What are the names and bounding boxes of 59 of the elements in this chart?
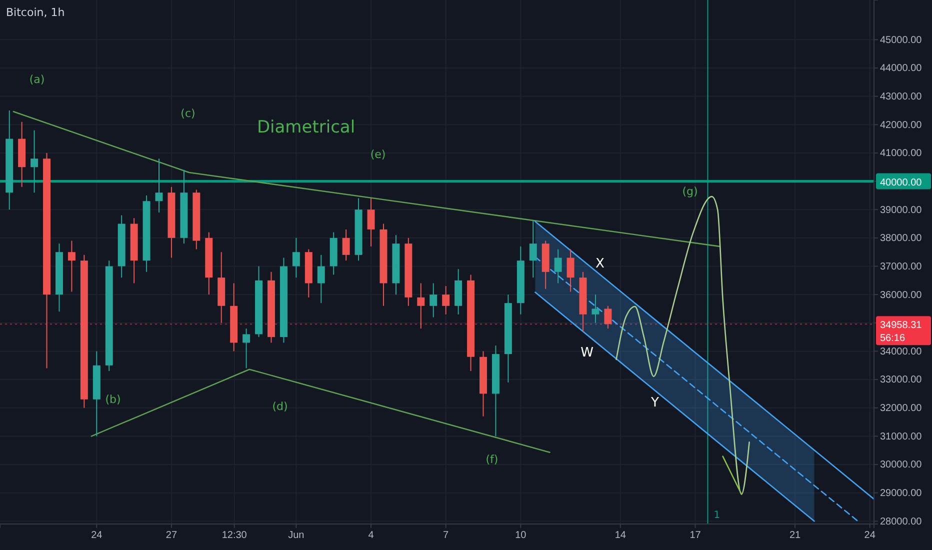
annotation: (d) xyxy=(272,400,288,414)
x-tick-label: 24 xyxy=(91,530,103,542)
candlestick xyxy=(529,220,537,278)
x-tick-label: 24 xyxy=(864,530,876,542)
y-tick-label: 28000.00 xyxy=(880,516,922,528)
x-tick-label: 4 xyxy=(368,530,374,542)
y-tick-label: 29000.00 xyxy=(880,488,922,500)
y-tick-label: 34000.00 xyxy=(880,346,922,358)
y-tick-label: 41000.00 xyxy=(880,148,922,160)
y-tick-label: 44000.00 xyxy=(880,63,922,74)
x-tick-label: 10 xyxy=(515,530,527,542)
y-tick-label: 31000.00 xyxy=(880,431,922,442)
text: Bitcoin, 1h xyxy=(6,6,65,19)
y-tick-label: 42000.00 xyxy=(880,120,922,131)
candlestick xyxy=(430,282,438,318)
annotation: (e) xyxy=(370,148,386,162)
x-tick-label: 17 xyxy=(690,530,702,542)
y-tick-label: 45000.00 xyxy=(880,34,922,46)
y-tick-label: 43000.00 xyxy=(880,92,922,103)
candlestick xyxy=(155,158,163,213)
x-tick-label: 12:30 xyxy=(222,530,248,542)
ref-line-label: 40000.00 xyxy=(880,177,922,188)
y-tick-label: 37000.00 xyxy=(880,261,922,272)
annotation: Y xyxy=(650,396,660,411)
ref-line-label: 34958.31 xyxy=(880,320,922,332)
y-tick-label: 30000.00 xyxy=(880,460,922,471)
annotation: (c) xyxy=(180,107,196,120)
candlestick xyxy=(566,248,574,292)
ref-line-label: 1 xyxy=(714,510,720,521)
y-tick-label: 32000.00 xyxy=(880,403,922,414)
x-tick-label: 7 xyxy=(443,530,450,542)
candlestick xyxy=(242,328,250,369)
candlestick xyxy=(317,254,325,304)
y-tick-label: 33000.00 xyxy=(880,374,922,386)
candlestick xyxy=(592,294,600,324)
annotation: X xyxy=(596,256,605,272)
candlestick xyxy=(342,228,350,262)
candlestick xyxy=(604,305,612,330)
candlestick xyxy=(417,282,425,330)
x-tick-label: 14 xyxy=(614,530,626,542)
candlestick xyxy=(442,286,450,315)
text: 56:16 xyxy=(880,333,906,344)
y-tick-label: 36000.00 xyxy=(880,290,922,301)
x-tick-label: 21 xyxy=(789,530,802,542)
annotation: W xyxy=(580,346,594,361)
annotation: Diametrical xyxy=(256,118,356,138)
candlestick xyxy=(30,130,38,194)
annotation: (a) xyxy=(29,73,45,86)
y-tick-label: 38000.00 xyxy=(880,233,922,244)
y-tick-label: 39000.00 xyxy=(880,204,922,216)
x-tick-label: Jun xyxy=(288,530,304,542)
annotation: (f) xyxy=(486,453,498,466)
annotation: (b) xyxy=(105,393,121,406)
x-tick-label: 27 xyxy=(166,530,178,542)
candlestick xyxy=(292,237,300,278)
annotation: (g) xyxy=(682,185,698,198)
candlestick xyxy=(554,248,562,284)
candlestick xyxy=(68,240,76,292)
candlestick xyxy=(367,198,375,247)
